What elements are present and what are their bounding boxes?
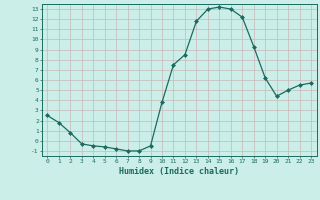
- X-axis label: Humidex (Indice chaleur): Humidex (Indice chaleur): [119, 167, 239, 176]
